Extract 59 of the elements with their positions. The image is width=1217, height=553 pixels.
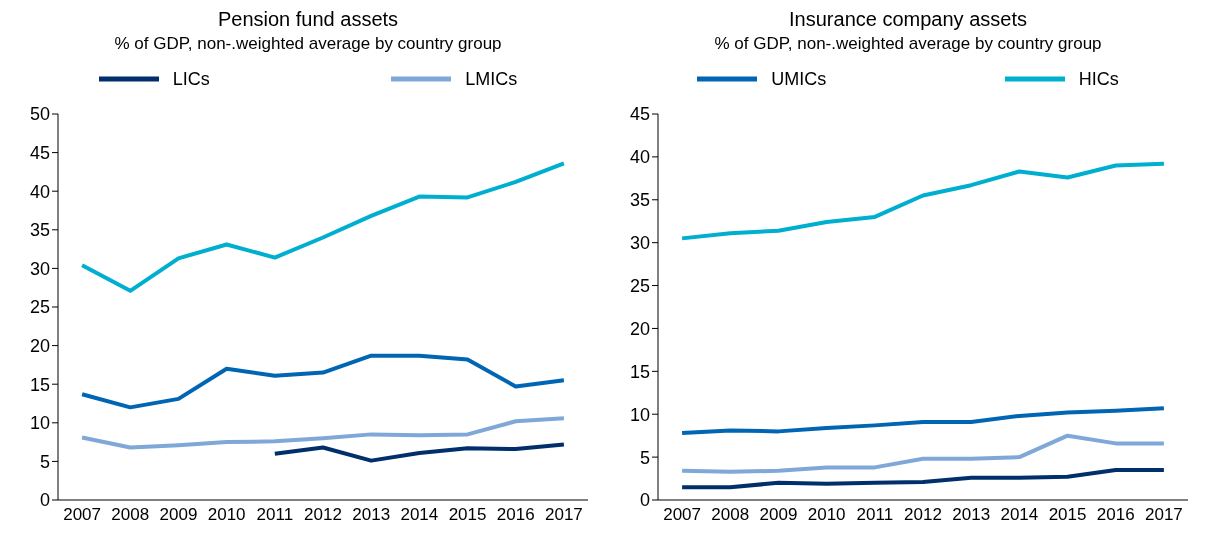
x-tick-label: 2007 bbox=[63, 505, 101, 525]
chart-title: Pension fund assets bbox=[216, 8, 400, 32]
y-tick-label: 15 bbox=[29, 374, 50, 395]
line-series bbox=[80, 161, 566, 293]
y-tick-label: 20 bbox=[629, 318, 650, 339]
y-tick-label: 15 bbox=[629, 361, 650, 382]
x-tick-label: 2009 bbox=[759, 505, 798, 525]
legend-label: HICs bbox=[1078, 68, 1119, 90]
x-tick-label: 2010 bbox=[807, 505, 846, 525]
x-tick-label: 2017 bbox=[1145, 505, 1183, 525]
line-series bbox=[680, 406, 1166, 436]
y-tick-label: 40 bbox=[29, 181, 50, 202]
x-tick-label: 2011 bbox=[256, 505, 294, 525]
x-tick-label: 2016 bbox=[496, 505, 535, 525]
y-tick-label: 25 bbox=[29, 297, 50, 318]
y-tick-label: 45 bbox=[29, 142, 50, 163]
x-tick-label: 2017 bbox=[545, 505, 583, 525]
y-tick-label: 5 bbox=[639, 447, 650, 468]
x-tick-label: 2014 bbox=[1000, 505, 1039, 525]
chart-subtitle: % of GDP, non-.weighted average by country group bbox=[713, 34, 1103, 55]
y-tick-label: 25 bbox=[629, 275, 650, 296]
x-tick-label: 2009 bbox=[159, 505, 198, 525]
y-tick-label: 50 bbox=[29, 104, 50, 125]
x-tick-label: 2016 bbox=[1096, 505, 1135, 525]
line-series bbox=[680, 433, 1166, 474]
y-tick-label: 45 bbox=[629, 104, 650, 125]
line-series bbox=[80, 416, 566, 450]
x-tick-label: 2014 bbox=[400, 505, 439, 525]
x-tick-label: 2015 bbox=[448, 505, 487, 525]
y-tick-label: 10 bbox=[629, 404, 650, 425]
x-tick-label: 2008 bbox=[711, 505, 750, 525]
y-tick-label: 35 bbox=[29, 220, 50, 241]
y-tick-label: 10 bbox=[29, 413, 50, 434]
y-tick-label: 40 bbox=[629, 147, 650, 168]
x-tick-label: 2013 bbox=[952, 505, 991, 525]
line-series bbox=[272, 442, 566, 463]
legend-label: LICs bbox=[172, 68, 210, 90]
legend-label: UMICs bbox=[771, 68, 827, 90]
y-tick-label: 0 bbox=[39, 490, 50, 511]
line-series bbox=[680, 161, 1166, 241]
y-tick-label: 0 bbox=[639, 490, 650, 511]
y-tick-label: 30 bbox=[629, 233, 650, 254]
y-tick-label: 5 bbox=[39, 451, 50, 472]
x-tick-label: 2007 bbox=[663, 505, 702, 525]
x-tick-label: 2012 bbox=[304, 505, 342, 525]
y-tick-label: 20 bbox=[29, 335, 50, 356]
line-series bbox=[680, 467, 1166, 490]
x-tick-label: 2015 bbox=[1048, 505, 1087, 525]
x-tick-label: 2011 bbox=[856, 505, 894, 525]
x-tick-label: 2012 bbox=[904, 505, 942, 525]
x-tick-label: 2010 bbox=[207, 505, 246, 525]
chart-subtitle: % of GDP, non-.weighted average by country group bbox=[113, 34, 503, 55]
x-tick-label: 2008 bbox=[111, 505, 150, 525]
y-tick-label: 30 bbox=[29, 258, 50, 279]
line-series bbox=[80, 353, 566, 410]
x-tick-label: 2013 bbox=[352, 505, 391, 525]
chart-title: Insurance company assets bbox=[788, 8, 1028, 32]
legend-label: LMICs bbox=[465, 68, 518, 90]
y-tick-label: 35 bbox=[629, 190, 650, 211]
